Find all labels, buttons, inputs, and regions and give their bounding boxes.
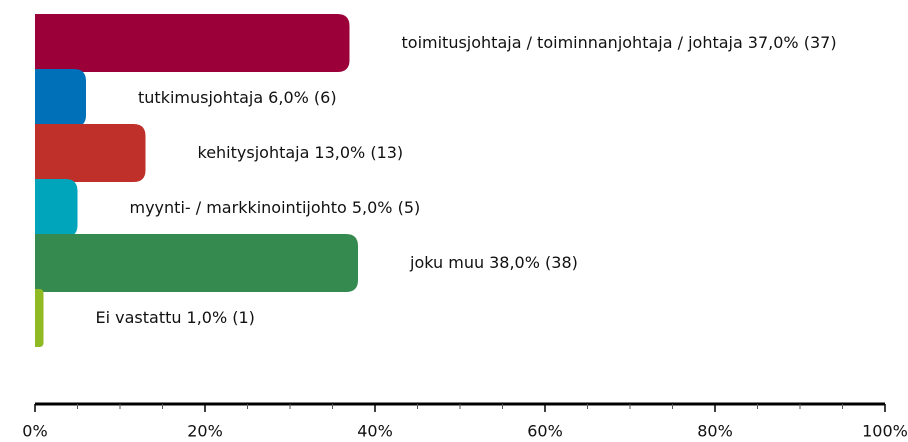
x-tick-label: 20% <box>187 422 223 441</box>
bar-label: Ei vastattu 1,0% (1) <box>96 308 255 327</box>
bar-label: myynti- / markkinointijohto 5,0% (5) <box>130 198 421 217</box>
category-label: kehitysjohtaja <box>198 143 310 162</box>
value-label: 13,0% (13) <box>314 143 403 162</box>
x-tick-label: 40% <box>357 422 393 441</box>
bar <box>35 69 86 127</box>
category-label: Ei vastattu <box>96 308 182 327</box>
bar <box>35 124 146 182</box>
category-label: toimitusjohtaja / toiminnanjohtaja / joh… <box>402 33 743 52</box>
value-label: 38,0% (38) <box>489 253 578 272</box>
category-label: myynti- / markkinointijohto <box>130 198 347 217</box>
x-tick-label: 100% <box>862 422 908 441</box>
value-label: 5,0% (5) <box>352 198 420 217</box>
x-tick-label: 80% <box>697 422 733 441</box>
bar <box>35 14 350 72</box>
bar <box>35 234 358 292</box>
bar-label: joku muu 38,0% (38) <box>409 253 578 272</box>
bar-label: tutkimusjohtaja 6,0% (6) <box>138 88 337 107</box>
x-tick-label: 60% <box>527 422 563 441</box>
bar <box>35 179 78 237</box>
value-label: 6,0% (6) <box>268 88 336 107</box>
bar-label: toimitusjohtaja / toiminnanjohtaja / joh… <box>402 33 837 52</box>
bar-label: kehitysjohtaja 13,0% (13) <box>198 143 404 162</box>
category-label: tutkimusjohtaja <box>138 88 263 107</box>
x-tick-label: 0% <box>22 422 47 441</box>
value-label: 1,0% (1) <box>187 308 255 327</box>
bar <box>35 289 44 347</box>
category-label: joku muu <box>409 253 484 272</box>
value-label: 37,0% (37) <box>748 33 837 52</box>
